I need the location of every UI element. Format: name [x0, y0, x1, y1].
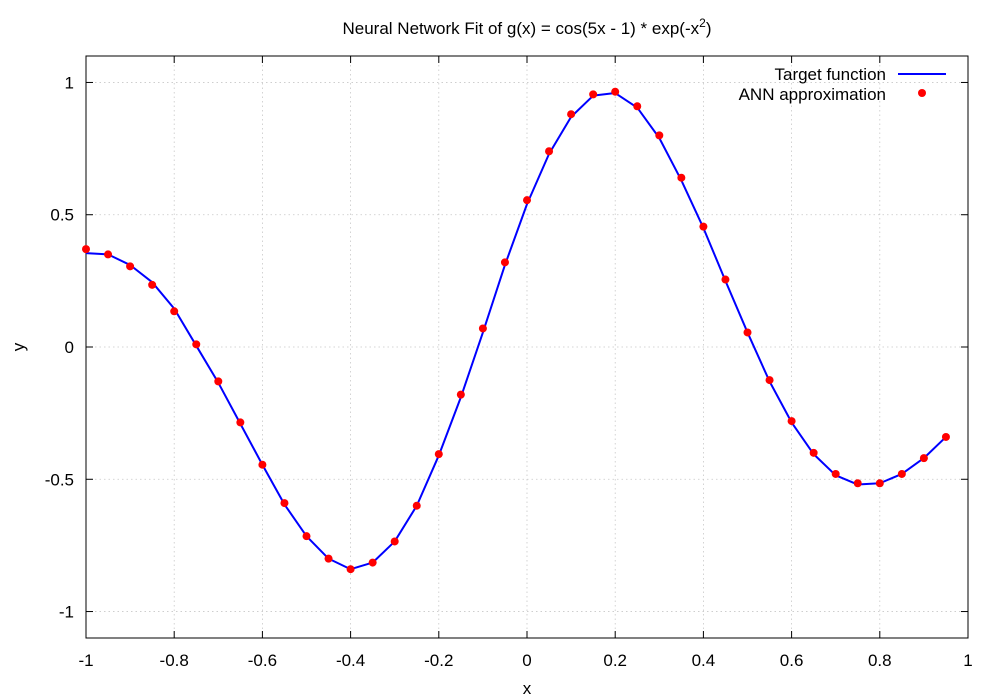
x-tick-label: 0.6: [780, 651, 804, 670]
ann-data-point: [500, 258, 509, 267]
ann-data-point: [809, 448, 818, 457]
x-tick-label: -0.8: [160, 651, 189, 670]
ann-data-point: [390, 537, 399, 546]
x-tick-label: -0.4: [336, 651, 365, 670]
ann-data-point: [831, 469, 840, 478]
ann-data-point: [523, 196, 531, 205]
y-tick-label: 1: [65, 73, 74, 92]
x-tick-label: -0.6: [248, 651, 277, 670]
x-tick-label: 0.8: [868, 651, 892, 670]
ann-data-point: [368, 558, 377, 567]
ann-data-point: [148, 280, 157, 289]
ann-data-point: [699, 222, 708, 231]
chart-title: Neural Network Fit of g(x) = cos(5x - 1)…: [343, 16, 712, 38]
ann-data-point: [324, 554, 333, 563]
ann-data-point: [655, 131, 664, 140]
ann-data-point: [346, 565, 355, 574]
ann-data-point: [258, 460, 267, 469]
series-line-target-function: [85, 92, 947, 571]
ann-data-point: [214, 377, 223, 386]
x-tick-label: 0.4: [692, 651, 716, 670]
x-tick-label: 0: [522, 651, 531, 670]
ann-data-point: [302, 532, 311, 541]
legend-label-target: Target function: [774, 65, 886, 84]
grid: [86, 56, 968, 638]
axis-tick-labels: -1 -0.8 -0.6 -0.4 -0.2 0 0.2 0.4 0.6 0.8 1 -1 -0.5 0 0…: [45, 73, 973, 670]
x-tick-label: 1: [963, 651, 972, 670]
chart-title-main: Neural Network Fit of g(x) = cos(5x - 1)…: [343, 19, 700, 38]
x-tick-label: 0.2: [603, 651, 627, 670]
ann-data-point: [126, 262, 135, 271]
ann-data-point: [478, 324, 487, 333]
ann-data-point: [787, 417, 796, 426]
ann-data-point: [104, 250, 113, 259]
ann-data-point: [941, 432, 950, 441]
ann-data-point: [765, 376, 774, 385]
y-axis-label: y: [9, 342, 28, 351]
ann-data-point: [412, 501, 421, 510]
ann-data-point: [82, 245, 90, 254]
ann-data-point: [434, 450, 443, 459]
ann-data-point: [456, 390, 465, 399]
y-tick-label: -1: [59, 603, 74, 622]
ann-data-point: [192, 340, 201, 349]
legend-label-ann: ANN approximation: [739, 85, 886, 104]
x-tick-label: -0.2: [424, 651, 453, 670]
ann-data-point: [919, 454, 928, 463]
legend-swatch-ann-point: [918, 89, 926, 97]
ann-data-point: [170, 307, 179, 316]
ann-data-point: [589, 90, 598, 99]
series-layer: [82, 87, 950, 574]
ann-data-point: [897, 469, 906, 478]
ann-data-point: [280, 499, 289, 508]
x-tick-label: -1: [78, 651, 93, 670]
y-tick-label: 0: [65, 338, 74, 357]
chart-title-end: ): [706, 19, 712, 38]
axis-ticks: [85, 56, 969, 638]
y-tick-label: 0.5: [50, 206, 74, 225]
ann-data-point: [677, 173, 686, 182]
ann-data-point: [853, 479, 862, 488]
legend: Target function ANN approximation: [739, 65, 946, 104]
ann-data-point: [633, 102, 642, 111]
ann-data-point: [545, 147, 554, 156]
y-tick-label: -0.5: [45, 470, 74, 489]
chart-title-superscript: 2: [699, 16, 706, 30]
ann-data-point: [236, 418, 245, 427]
ann-data-point: [567, 110, 576, 119]
ann-data-point: [875, 479, 884, 488]
ann-data-point: [611, 87, 620, 96]
x-axis-label: x: [523, 679, 532, 698]
ann-data-point: [721, 275, 730, 284]
ann-data-point: [743, 328, 752, 337]
